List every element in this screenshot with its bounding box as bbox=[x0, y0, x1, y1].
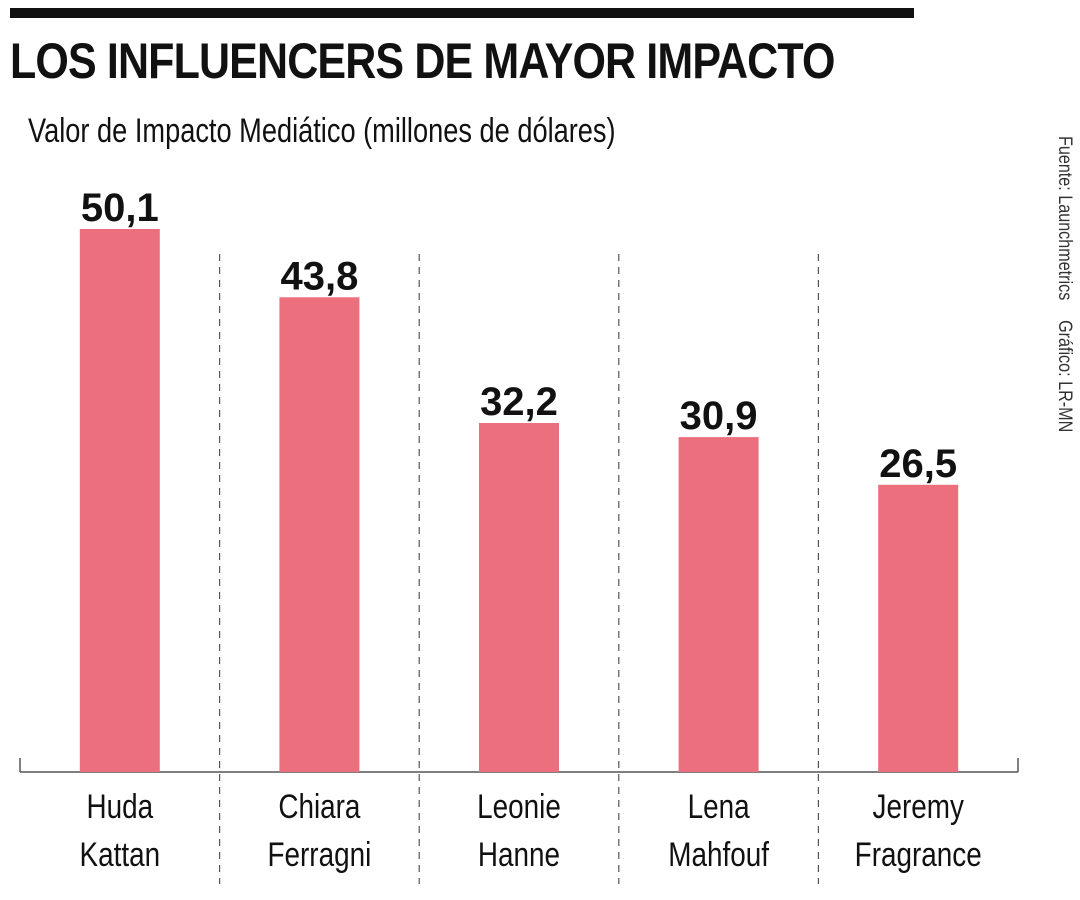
bar bbox=[479, 423, 559, 772]
category-label: Huda bbox=[86, 787, 153, 825]
value-label: 50,1 bbox=[81, 186, 159, 230]
category-label: Mahfouf bbox=[668, 835, 769, 873]
value-label: 26,5 bbox=[879, 442, 957, 486]
category-label: Jeremy bbox=[873, 787, 965, 825]
category-label: Chiara bbox=[278, 787, 361, 825]
bar bbox=[79, 229, 160, 772]
category-label: Kattan bbox=[80, 835, 161, 873]
category-label: Hanne bbox=[478, 835, 560, 873]
top-rule bbox=[10, 8, 914, 18]
bar bbox=[878, 484, 959, 772]
value-label: 32,2 bbox=[480, 380, 558, 424]
value-label: 30,9 bbox=[680, 394, 758, 438]
category-label: Lena bbox=[688, 787, 751, 825]
value-label: 43,8 bbox=[280, 254, 358, 298]
chart-title: LOS INFLUENCERS DE MAYOR IMPACTO bbox=[10, 33, 835, 89]
chart-subtitle: Valor de Impacto Mediático (millones de … bbox=[28, 112, 616, 150]
category-label: Fragrance bbox=[855, 835, 982, 873]
category-label: Leonie bbox=[477, 787, 561, 825]
bar bbox=[678, 437, 759, 772]
bar bbox=[279, 297, 360, 772]
category-label: Ferragni bbox=[268, 835, 372, 873]
